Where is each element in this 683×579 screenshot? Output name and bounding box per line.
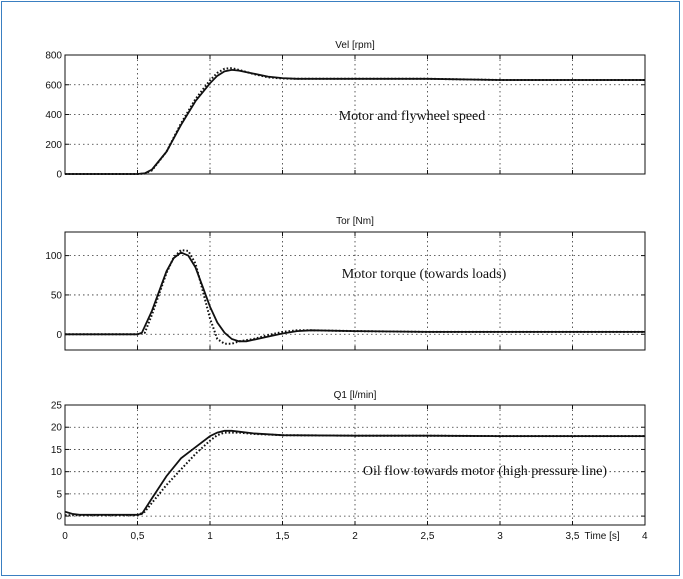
- y-tick-label: 25: [51, 401, 63, 412]
- chart-panel-3: Q1 [l/min] 0 5 10 15 20 25 0 0,5 1 1,5 2 2,5 3 3,5 4 Tim…: [51, 390, 648, 542]
- y-tick-label: 0: [56, 512, 62, 523]
- y-tick-label: 15: [51, 445, 63, 456]
- series-line-solid: [64, 429, 645, 516]
- y-tick-label: 100: [45, 251, 62, 262]
- x-tick-label: 1: [207, 531, 213, 542]
- x-tick-label: 2: [352, 531, 358, 542]
- x-tick-label: 3,5: [566, 531, 580, 542]
- y-tick-label: 800: [45, 51, 62, 62]
- x-axis-label: Time [s]: [585, 531, 620, 542]
- y-tick-label: 0: [56, 170, 62, 181]
- x-tick-label: 4: [642, 531, 648, 542]
- y-tick-label: 200: [45, 140, 62, 151]
- x-tick-label: 3: [497, 531, 503, 542]
- y-tick-label: 0: [56, 330, 62, 341]
- chart-annotation: Motor torque (towards loads): [342, 267, 507, 282]
- chart-title: Tor [Nm]: [336, 216, 374, 227]
- y-tick-label: 400: [45, 110, 62, 121]
- chart-title: Vel [rpm]: [335, 40, 375, 51]
- y-tick-label: 20: [51, 423, 63, 434]
- y-tick-label: 600: [45, 80, 62, 91]
- chart-annotation: Oil flow towards motor (high pressure li…: [363, 464, 608, 479]
- x-tick-label: 0: [62, 531, 68, 542]
- series-line-dotted: [65, 431, 645, 517]
- x-tick-label: 2,5: [421, 531, 435, 542]
- y-tick-label: 50: [51, 290, 63, 301]
- y-tick-label: 5: [56, 489, 62, 500]
- series-line-dotted: [65, 67, 645, 175]
- chart-annotation: Motor and flywheel speed: [339, 109, 486, 124]
- y-tick-label: 10: [51, 467, 63, 478]
- chart-title: Q1 [l/min]: [334, 390, 377, 401]
- chart-panel-1: Vel [rpm] 0 200 400 600 800 Motor and flywheel…: [45, 40, 646, 181]
- x-tick-label: 0,5: [131, 531, 145, 542]
- chart-panel-2: Tor [Nm] 0 50 100 Motor torque (towards load…: [45, 216, 646, 351]
- series-line-solid: [65, 251, 645, 343]
- x-tick-label: 1,5: [276, 531, 290, 542]
